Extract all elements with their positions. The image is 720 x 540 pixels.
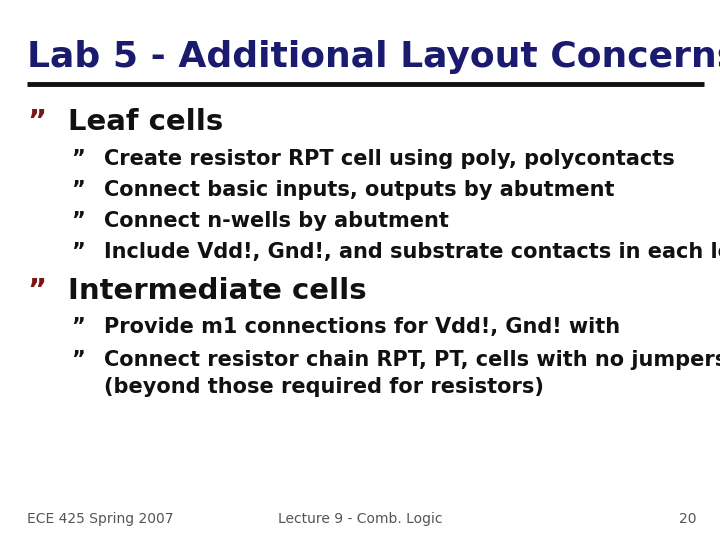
Text: Lecture 9 - Comb. Logic: Lecture 9 - Comb. Logic [278,512,442,526]
Text: ”: ” [71,241,84,262]
Text: ”: ” [27,276,47,305]
Text: Provide m1 connections for Vdd!, Gnd! with: Provide m1 connections for Vdd!, Gnd! wi… [104,316,628,337]
Text: ”: ” [71,211,84,231]
Text: (beyond those required for resistors): (beyond those required for resistors) [104,377,544,397]
Text: Create resistor RPT cell using poly, polycontacts: Create resistor RPT cell using poly, pol… [104,149,675,170]
Text: Connect n-wells by abutment: Connect n-wells by abutment [104,211,449,231]
Text: Intermediate cells: Intermediate cells [68,276,367,305]
Text: ”: ” [71,349,84,370]
Text: ”: ” [71,180,84,200]
Text: ”: ” [27,107,47,136]
Text: Leaf cells: Leaf cells [68,107,224,136]
Text: Include Vdd!, Gnd!, and substrate contacts in each leaf cell: Include Vdd!, Gnd!, and substrate contac… [104,241,720,262]
Text: Connect basic inputs, outputs by abutment: Connect basic inputs, outputs by abutmen… [104,180,615,200]
Text: Lab 5 - Additional Layout Concerns: Lab 5 - Additional Layout Concerns [27,40,720,73]
Text: ”: ” [71,149,84,170]
Text: ”: ” [71,316,84,337]
Text: 20: 20 [680,512,697,526]
Text: Connect resistor chain RPT, PT, cells with no jumpers: Connect resistor chain RPT, PT, cells wi… [104,349,720,370]
Text: ECE 425 Spring 2007: ECE 425 Spring 2007 [27,512,174,526]
